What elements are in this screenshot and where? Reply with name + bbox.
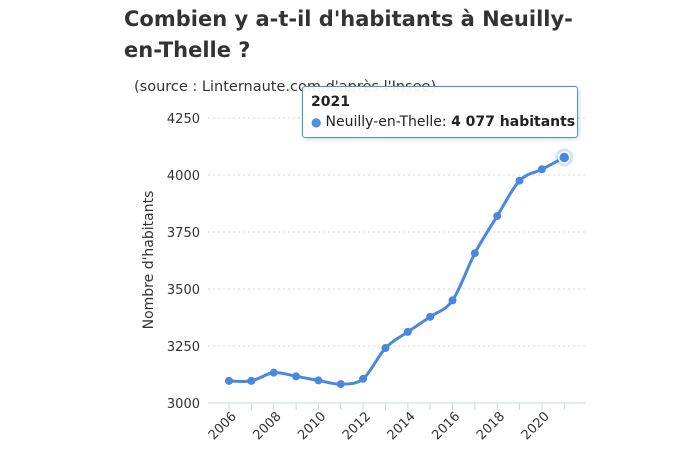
x-tick-label: 2006 — [206, 409, 240, 443]
x-tick-label: 2012 — [340, 409, 374, 443]
tooltip-value: 4 077 habitants — [451, 114, 576, 130]
data-point — [314, 376, 323, 385]
y-axis-labels: 3000 3250 3500 3750 4000 4250 — [167, 112, 200, 412]
data-point — [448, 296, 457, 305]
tooltip-row: ● Neuilly-en-Thelle: 4 077 habitants — [311, 111, 575, 133]
x-tick-label: 2014 — [385, 409, 419, 443]
data-point — [381, 344, 390, 353]
x-tick-label: 2016 — [429, 409, 463, 443]
chart-title: Combien y a-t-il d'habitants à Neuilly-e… — [124, 7, 573, 62]
x-tick-label: 2008 — [251, 409, 285, 443]
data-point — [247, 376, 256, 385]
y-tick-label: 3750 — [167, 226, 200, 241]
y-tick-label: 4250 — [167, 112, 200, 127]
tooltip-year: 2021 — [311, 94, 350, 110]
series-line — [227, 155, 566, 386]
y-tick-label: 4000 — [167, 169, 200, 184]
grid-lines — [208, 117, 585, 347]
data-point — [225, 376, 233, 385]
data-point — [426, 312, 435, 321]
y-axis-title: Nombre d'habitants — [141, 191, 157, 330]
data-point — [292, 372, 301, 381]
data-point — [403, 327, 412, 336]
data-tooltip: 2021 ● Neuilly-en-Thelle: 4 077 habitants — [302, 86, 578, 138]
y-tick-label: 3000 — [167, 397, 200, 412]
x-tick-label: 2020 — [519, 409, 553, 443]
data-point — [269, 368, 278, 377]
plot-area — [225, 148, 574, 389]
x-axis: 2006 2008 2010 2012 2014 2016 2018 2020 — [206, 402, 585, 443]
y-tick-label: 3500 — [167, 283, 200, 298]
data-point — [537, 165, 546, 174]
data-point — [336, 380, 345, 389]
data-point — [558, 151, 571, 164]
series-dot-icon: ● — [311, 115, 322, 129]
tooltip-series-name: Neuilly-en-Thelle: — [325, 114, 447, 130]
x-tick-label: 2018 — [474, 409, 508, 443]
data-point — [470, 249, 479, 258]
data-point — [493, 212, 502, 221]
x-tick-label: 2010 — [295, 409, 329, 443]
data-point — [359, 374, 368, 383]
data-point — [515, 176, 524, 185]
y-tick-label: 3250 — [167, 340, 200, 355]
